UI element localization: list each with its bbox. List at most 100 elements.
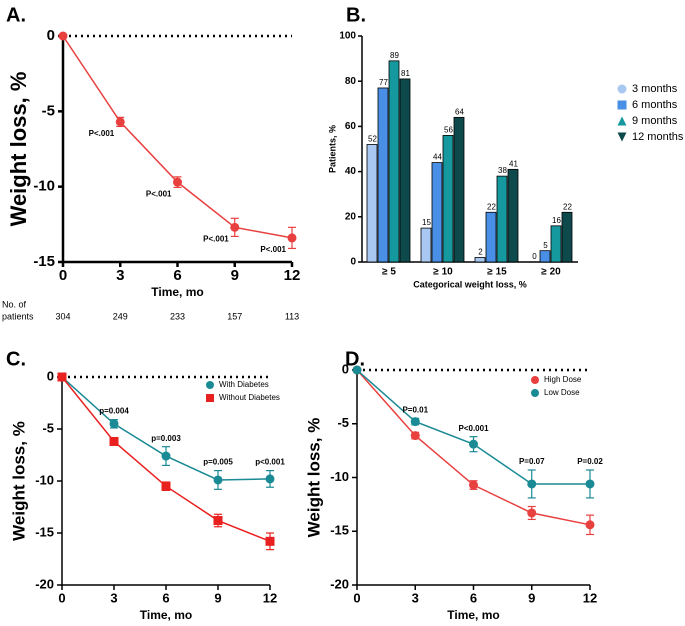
x-tick-label: 12 <box>284 267 301 284</box>
x-tick-label: 0 <box>353 590 360 605</box>
legend-label: Without Diabetes <box>219 393 280 402</box>
y-tick-label: -5 <box>42 102 55 119</box>
x-tick-label: 9 <box>528 590 535 605</box>
marker <box>109 419 119 429</box>
table-value: 113 <box>285 311 299 321</box>
value-label: 56 <box>444 126 453 135</box>
bar <box>453 116 465 263</box>
panel-label: B. <box>346 4 366 26</box>
marker <box>58 31 68 41</box>
y-tick-label: 100 <box>339 31 356 42</box>
p-label: p=0.004 <box>99 407 129 416</box>
p-label: P<0.001 <box>458 424 489 433</box>
bar <box>550 225 562 263</box>
y-tick-label: -15 <box>330 523 349 538</box>
value-label: 89 <box>390 51 399 60</box>
p-label: p=0.005 <box>203 458 233 467</box>
marker <box>265 474 275 484</box>
bar <box>442 135 454 263</box>
marker <box>585 479 595 489</box>
value-label: 22 <box>563 202 572 211</box>
x-axis-label: Categorical weight loss, % <box>413 279 527 289</box>
marker <box>287 233 297 243</box>
table-value: 233 <box>170 311 185 321</box>
marker <box>469 439 478 449</box>
x-tick-label: 6 <box>470 590 477 605</box>
y-tick-label: 80 <box>345 76 357 87</box>
marker <box>206 394 214 402</box>
marker <box>57 372 67 382</box>
bar <box>485 211 497 263</box>
y-tick-label: -20 <box>330 576 349 591</box>
y-tick-label: 0 <box>47 368 54 383</box>
y-tick-label: 0 <box>350 257 356 268</box>
table-label: No. of <box>2 299 27 309</box>
x-tick-label: 3 <box>412 590 419 605</box>
y-axis-label: Weight loss, % <box>9 421 28 541</box>
value-label: 16 <box>552 216 561 225</box>
x-tick-label: 0 <box>59 267 67 284</box>
marker <box>617 116 627 126</box>
value-label: 41 <box>509 159 518 168</box>
point-label: P<.001 <box>203 234 229 243</box>
table-label: patients <box>2 311 34 321</box>
marker <box>617 84 627 94</box>
y-tick-label: 20 <box>345 211 357 222</box>
marker <box>527 508 537 518</box>
y-tick-label: -5 <box>42 420 54 435</box>
y-tick-label: 0 <box>47 27 55 44</box>
y-tick-label: 0 <box>342 361 349 376</box>
x-tick-label: ≥ 10 <box>433 267 453 278</box>
legend-label: 6 months <box>632 99 678 111</box>
marker <box>109 436 119 446</box>
bar <box>561 211 573 263</box>
marker <box>410 417 420 427</box>
p-label: p<0.001 <box>255 458 285 467</box>
table-value: 249 <box>113 311 128 321</box>
y-tick-label: -20 <box>35 576 54 591</box>
p-label: p=0.003 <box>151 434 181 443</box>
value-label: 2 <box>478 248 483 257</box>
p-label: P=0.01 <box>402 405 428 414</box>
marker <box>352 365 362 375</box>
table-value: 304 <box>55 311 70 321</box>
x-tick-label: 9 <box>214 590 221 605</box>
y-axis-label: Patients, % <box>327 125 337 173</box>
x-tick-label: 6 <box>173 267 181 284</box>
x-tick-label: 0 <box>58 590 65 605</box>
bar <box>399 78 411 263</box>
marker <box>230 222 240 232</box>
x-tick-label: 3 <box>116 267 124 284</box>
value-label: 38 <box>498 166 507 175</box>
marker <box>213 516 223 526</box>
legend-label: High Dose <box>544 375 582 384</box>
y-axis-label: Weight loss, % <box>304 418 323 538</box>
marker <box>161 481 171 491</box>
y-tick-label: -5 <box>337 415 349 430</box>
bar <box>431 162 443 263</box>
legend-label: With Diabetes <box>219 380 269 389</box>
point-label: P<.001 <box>89 129 115 138</box>
marker <box>617 100 627 110</box>
legend-label: 12 months <box>632 131 684 143</box>
x-tick-label: 6 <box>162 590 169 605</box>
marker <box>265 536 275 546</box>
value-label: 77 <box>379 78 388 87</box>
marker <box>213 475 223 485</box>
marker <box>173 177 182 187</box>
y-tick-label: -15 <box>35 524 54 539</box>
bar <box>539 250 551 263</box>
bar <box>388 60 400 263</box>
p-label: P=0.07 <box>519 457 545 466</box>
x-tick-label: ≥ 5 <box>382 267 396 278</box>
marker <box>531 376 539 384</box>
value-label: 0 <box>532 252 537 261</box>
panel-label: A. <box>6 4 26 26</box>
x-tick-label: 12 <box>263 590 277 605</box>
y-tick-label: -10 <box>33 178 55 195</box>
marker <box>161 451 171 461</box>
point-label: P<.001 <box>146 189 172 198</box>
bar <box>507 168 519 263</box>
legend-label: Low Dose <box>544 388 580 397</box>
